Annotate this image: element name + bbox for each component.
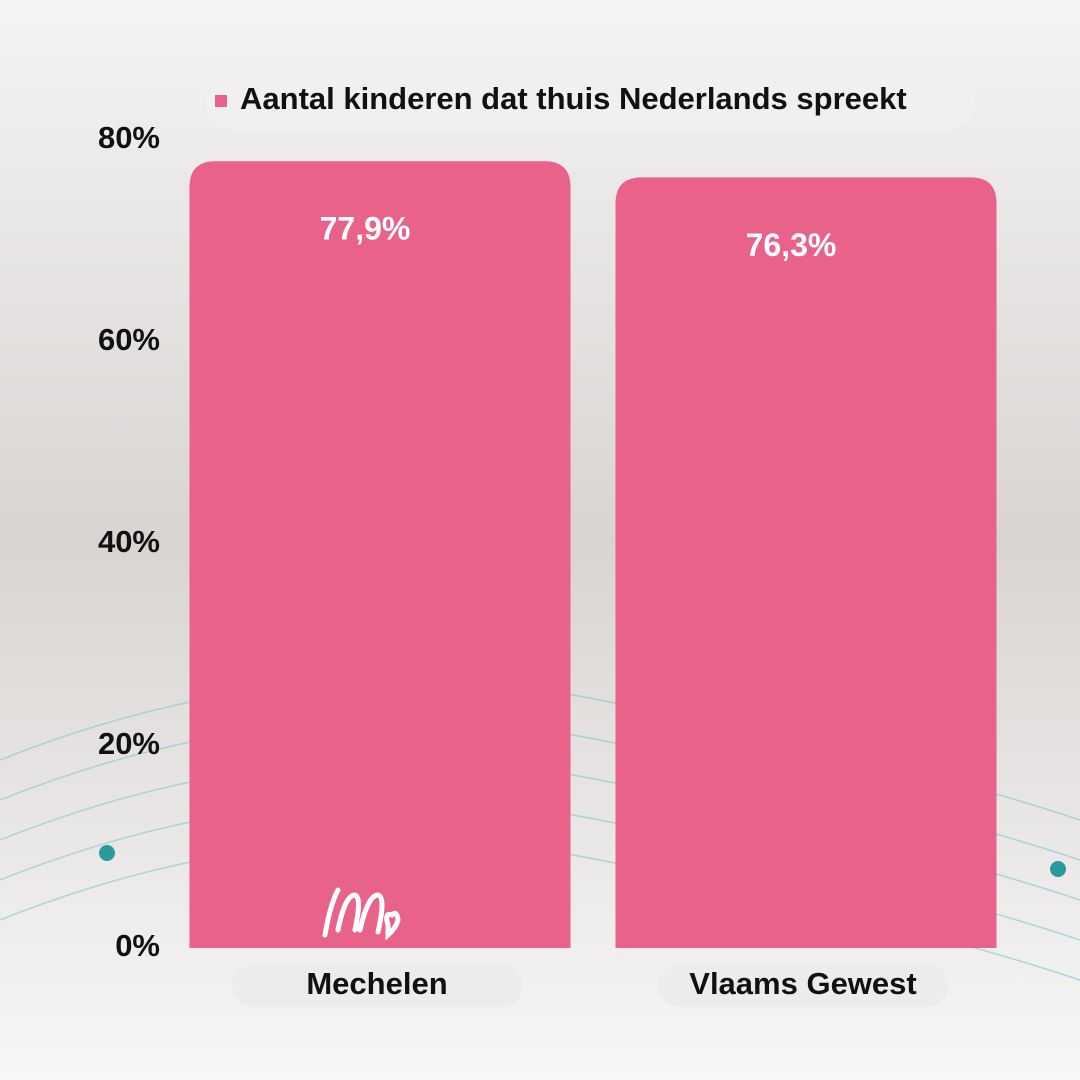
legend-label: Aantal kinderen dat thuis Nederlands spr…	[240, 81, 907, 116]
x-tick-label: Mechelen	[306, 966, 447, 1001]
decoration-dot	[99, 845, 115, 861]
y-tick-label: 20%	[98, 726, 160, 761]
legend-box	[205, 72, 975, 130]
bar	[189, 161, 571, 948]
bar	[615, 177, 997, 948]
logo	[322, 887, 401, 941]
y-tick-label: 80%	[98, 120, 160, 155]
x-tick-label: Vlaams Gewest	[689, 966, 916, 1001]
y-tick-label: 60%	[98, 322, 160, 357]
y-tick-label: 40%	[98, 524, 160, 559]
category-pill	[658, 964, 948, 1007]
value-label: 76,3%	[746, 227, 837, 263]
value-label: 77,9%	[320, 211, 411, 247]
category-pill	[232, 964, 522, 1007]
y-tick-label: 0%	[115, 928, 160, 963]
legend-swatch	[215, 95, 227, 107]
decoration-dot	[1050, 861, 1066, 877]
